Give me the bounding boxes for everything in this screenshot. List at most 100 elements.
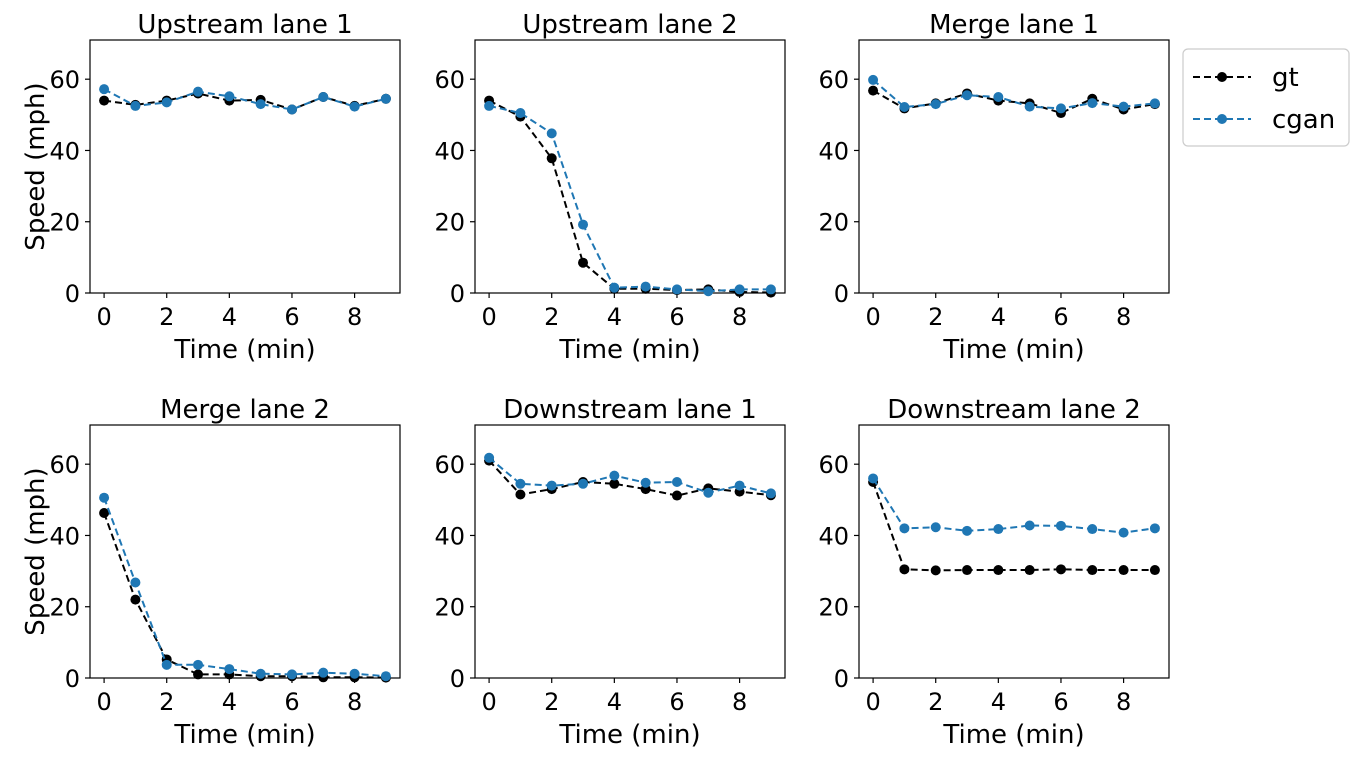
data-point-cgan: [640, 477, 651, 488]
subplot-2: Upstream lane 2 0 2 4 6 8 0 20 40 60 Time (min): [434, 10, 786, 365]
data-point-gt: [515, 489, 526, 500]
y-tick-label: 0: [65, 280, 80, 308]
data-point-cgan: [99, 84, 110, 95]
legend-marker-cgan: [1217, 114, 1227, 124]
subplot-title: Upstream lane 2: [522, 10, 737, 40]
y-tick-label: 60: [818, 66, 849, 94]
data-point-cgan: [703, 487, 714, 498]
data-point-cgan: [1118, 101, 1129, 112]
data-point-cgan: [868, 473, 879, 484]
y-tick-label: 40: [434, 522, 465, 550]
data-point-cgan: [484, 452, 495, 463]
x-tick-label: 0: [96, 688, 111, 716]
subplot-1: Upstream lane 1 0 2 4 6 8 0 20 40 60 Time (min) Spe…: [21, 10, 401, 365]
legend-label-cgan: cgan: [1272, 105, 1335, 135]
x-tick-label: 4: [607, 688, 622, 716]
x-tick-label: 6: [669, 688, 684, 716]
y-axis-label: Speed (mph): [21, 82, 51, 250]
y-tick-label: 20: [49, 594, 80, 622]
x-axis-label: Time (min): [942, 720, 1084, 750]
data-point-cgan: [546, 480, 557, 491]
data-point-cgan: [671, 284, 682, 295]
x-tick-label: 4: [222, 303, 237, 331]
data-point-cgan: [899, 523, 910, 534]
x-tick-label: 8: [1116, 303, 1131, 331]
x-tick-label: 4: [607, 303, 622, 331]
data-point-gt: [609, 478, 620, 489]
data-point-gt: [1087, 565, 1098, 576]
subplot-title: Upstream lane 1: [137, 10, 352, 40]
data-point-cgan: [578, 478, 589, 489]
data-point-cgan: [349, 101, 360, 112]
subplot-title: Downstream lane 1: [503, 395, 757, 425]
subplot-5: Downstream lane 1 0 2 4 6 8 0 20 40 60 Time (min): [434, 395, 786, 750]
data-point-gt: [868, 85, 879, 96]
y-tick-label: 20: [434, 209, 465, 237]
data-point-cgan: [765, 488, 776, 499]
data-point-cgan: [193, 86, 204, 97]
axes-frame: [474, 424, 786, 679]
data-point-cgan: [546, 128, 557, 139]
data-point-cgan: [286, 104, 297, 115]
x-axis-label: Time (min): [942, 335, 1084, 365]
y-tick-label: 60: [434, 66, 465, 94]
y-tick-label: 40: [818, 137, 849, 165]
data-point-gt: [1118, 565, 1129, 576]
y-axis-label: Speed (mph): [21, 467, 51, 635]
x-tick-label: 8: [347, 688, 362, 716]
x-tick-label: 4: [991, 303, 1006, 331]
y-tick-label: 20: [434, 594, 465, 622]
data-point-cgan: [671, 477, 682, 488]
data-point-gt: [546, 153, 557, 164]
subplot-title: Downstream lane 2: [887, 395, 1141, 425]
x-tick-label: 8: [732, 303, 747, 331]
y-tick-label: 20: [818, 209, 849, 237]
data-point-cgan: [380, 671, 391, 682]
series-line-cgan: [872, 79, 1156, 110]
x-tick-label: 2: [544, 303, 559, 331]
x-tick-label: 2: [544, 688, 559, 716]
y-tick-label: 20: [49, 209, 80, 237]
x-axis-label: Time (min): [558, 335, 700, 365]
data-point-gt: [99, 508, 110, 519]
data-point-cgan: [286, 669, 297, 680]
y-tick-label: 60: [49, 451, 80, 479]
data-point-cgan: [1087, 524, 1098, 535]
data-point-cgan: [255, 99, 266, 110]
data-point-cgan: [161, 97, 172, 108]
y-tick-label: 40: [818, 522, 849, 550]
axes-frame: [474, 39, 786, 294]
data-point-cgan: [224, 91, 235, 102]
data-point-cgan: [930, 522, 941, 533]
x-tick-label: 8: [732, 688, 747, 716]
data-point-cgan: [578, 219, 589, 230]
data-point-cgan: [515, 478, 526, 489]
data-point-cgan: [255, 668, 266, 679]
series-line-cgan: [872, 477, 1156, 534]
data-point-gt: [578, 257, 589, 268]
x-tick-label: 4: [222, 688, 237, 716]
x-tick-label: 0: [865, 688, 880, 716]
y-tick-label: 60: [818, 451, 849, 479]
axes-frame: [858, 39, 1170, 294]
subplot-3: Merge lane 1 0 2 4 6 8 0 20 40 60 Time (min): [818, 10, 1170, 365]
legend: gt cgan: [1182, 48, 1350, 147]
subplot-6: Downstream lane 2 0 2 4 6 8 0 20 40 60 Time (min): [818, 395, 1170, 750]
x-tick-label: 2: [159, 688, 174, 716]
axes-frame: [858, 424, 1170, 679]
x-tick-label: 0: [481, 303, 496, 331]
series-line-cgan: [488, 104, 771, 293]
data-point-cgan: [1149, 523, 1160, 534]
x-tick-label: 2: [928, 303, 943, 331]
x-tick-label: 8: [1116, 688, 1131, 716]
y-tick-label: 40: [49, 522, 80, 550]
axes-frame: [89, 39, 401, 294]
data-point-gt: [930, 565, 941, 576]
x-tick-label: 6: [1053, 303, 1068, 331]
y-tick-label: 60: [434, 451, 465, 479]
x-tick-label: 6: [284, 303, 299, 331]
series-line-cgan: [103, 88, 387, 111]
series-line-gt: [488, 459, 772, 497]
x-axis-label: Time (min): [173, 335, 315, 365]
data-point-gt: [193, 669, 204, 680]
